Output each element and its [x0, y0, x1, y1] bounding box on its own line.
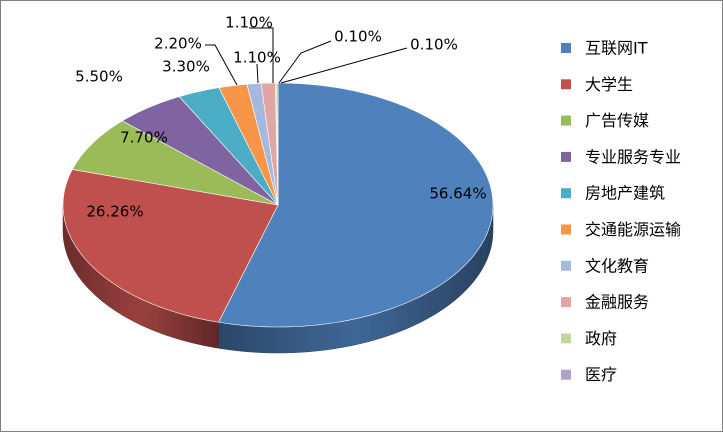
- data-label-10: 0.10%: [410, 36, 458, 54]
- leader-line-10: [280, 47, 408, 84]
- data-label-6: 2.20%: [154, 35, 202, 53]
- data-label-2: 26.26%: [86, 203, 143, 221]
- data-label-layer: 56.64% 26.26% 7.70% 5.50% 3.30% 2.20% 1.10% 1.1…: [75, 14, 486, 221]
- legend-swatch-8: [561, 297, 571, 308]
- legend-label-9: 政府: [585, 329, 617, 348]
- slice-10: [276, 82, 279, 206]
- slice-4: [122, 96, 279, 206]
- leader-line-8: [249, 27, 274, 83]
- legend-swatch-9: [561, 333, 571, 344]
- data-label-8: 1.10%: [225, 14, 273, 32]
- legend-label-4: 专业服务专业: [585, 147, 681, 166]
- legend-swatch-10: [561, 369, 571, 380]
- legend-label-6: 交通能源运输: [585, 220, 681, 239]
- legend-label-2: 大学生: [585, 75, 633, 94]
- leader-line-6: [205, 44, 238, 86]
- slice-1: [218, 82, 494, 328]
- legend: 互联网IT 大学生广告传媒专业服务专业房地产建筑交通能源运输文化教育金融服务政府医…: [561, 39, 681, 384]
- data-label-9: 0.10%: [334, 28, 382, 46]
- legend-swatch-2: [561, 79, 571, 90]
- slice-6: [218, 83, 279, 206]
- legend-label-10: 医疗: [585, 365, 617, 384]
- legend-label-7: 文化教育: [585, 256, 649, 275]
- data-label-4: 5.50%: [75, 68, 123, 86]
- legend-swatch-6: [561, 224, 571, 235]
- legend-swatch-1: [561, 43, 571, 53]
- data-label-7: 1.10%: [233, 49, 281, 67]
- slice-5: [178, 87, 279, 206]
- legend-label-1: 互联网IT: [585, 39, 648, 58]
- data-label-5: 3.30%: [162, 58, 210, 76]
- pie-layer: [62, 82, 494, 354]
- slice-2: [62, 169, 279, 323]
- legend-swatch-7: [561, 260, 571, 271]
- legend-swatch-5: [561, 188, 571, 199]
- legend-swatch-3: [561, 115, 571, 126]
- legend-label-5: 房地产建筑: [585, 184, 665, 203]
- leader-line-9: [278, 40, 332, 84]
- legend-swatch-4: [561, 151, 571, 162]
- data-label-3: 7.70%: [120, 129, 168, 147]
- legend-label-8: 金融服务: [585, 293, 649, 312]
- legend-label-3: 广告传媒: [585, 111, 649, 130]
- leader-line-7: [256, 63, 259, 84]
- slice-3: [72, 120, 279, 206]
- data-label-1: 56.64%: [429, 185, 486, 203]
